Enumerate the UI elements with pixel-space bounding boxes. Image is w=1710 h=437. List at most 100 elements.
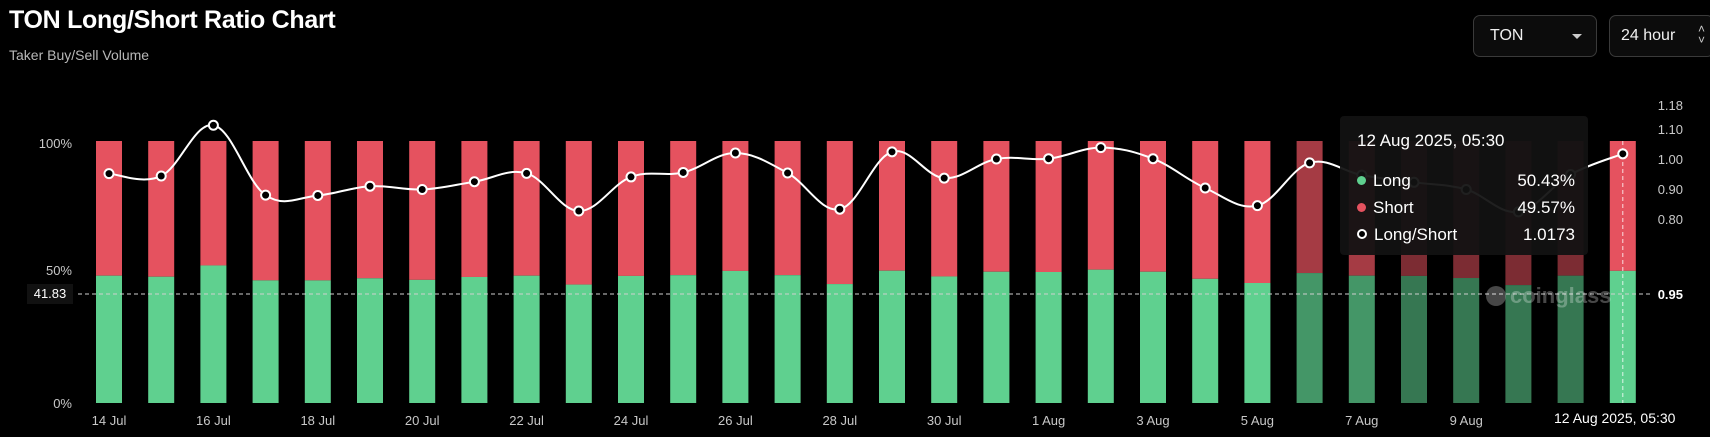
long-bar xyxy=(357,278,383,403)
ratio-point xyxy=(1147,153,1159,165)
ratio-point xyxy=(468,176,480,188)
long-bar xyxy=(252,280,279,403)
x-tick-label: 9 Aug xyxy=(1450,413,1483,428)
long-bar xyxy=(774,275,801,403)
long-bar xyxy=(1035,272,1062,403)
y-right-tick-label: 1.10 xyxy=(1658,122,1683,137)
page-title: TON Long/Short Ratio Chart xyxy=(9,6,336,34)
long-bar xyxy=(1557,275,1584,403)
coinglass-logo-icon xyxy=(1486,286,1506,306)
tooltip-time: 12 Aug 2025, 05:30 xyxy=(1357,131,1505,150)
ratio-point xyxy=(990,153,1002,165)
short-bar xyxy=(1192,141,1219,279)
short-bar xyxy=(148,141,175,277)
ratio-point xyxy=(1617,148,1629,160)
ratio-point xyxy=(834,203,846,215)
ratio-point xyxy=(155,170,167,182)
long-bar xyxy=(148,276,175,403)
short-bar xyxy=(461,141,488,277)
long-bar xyxy=(409,279,436,403)
short-bar xyxy=(670,141,697,276)
coin-select[interactable]: TON xyxy=(1473,15,1597,57)
tooltip-row-long: Long 50.43% xyxy=(1357,171,1575,191)
x-tick-label: 7 Aug xyxy=(1345,413,1378,428)
ratio-point xyxy=(312,189,324,201)
x-tick-label: 1 Aug xyxy=(1032,413,1065,428)
ratio-point xyxy=(1304,157,1316,169)
sort-updown-icon: ˄ ˅ xyxy=(1697,22,1705,47)
page-subtitle: Taker Buy/Sell Volume xyxy=(9,47,150,63)
short-bar xyxy=(618,141,644,276)
long-bar xyxy=(1192,278,1219,403)
long-bar xyxy=(461,276,488,403)
short-bar xyxy=(252,141,279,281)
short-bar xyxy=(96,141,122,276)
short-bar xyxy=(879,141,905,271)
ratio-point xyxy=(416,183,428,195)
ratio-point xyxy=(729,147,741,159)
coin-select-value: TON xyxy=(1490,27,1524,44)
range-select[interactable]: 24 hour ˄ ˅ xyxy=(1609,15,1710,57)
long-bar xyxy=(826,284,853,403)
long-bar xyxy=(1244,283,1271,403)
long-bar xyxy=(618,275,644,403)
range-select-value: 24 hour xyxy=(1621,27,1676,44)
crosshair-x-label: 12 Aug 2025, 05:30 xyxy=(1548,406,1682,430)
y-right-tick-label: 1.18 xyxy=(1658,98,1683,113)
short-bar xyxy=(513,141,540,276)
crosshair-y-left-label: 41.83 xyxy=(27,284,73,304)
y-left-tick-label: 100% xyxy=(39,136,73,151)
crosshair-y-right-label: 0.95 xyxy=(1658,287,1683,302)
long-bar xyxy=(1401,275,1427,403)
ratio-point xyxy=(886,146,898,158)
ratio-point xyxy=(260,189,272,201)
short-bar xyxy=(931,141,958,277)
x-tick-label: 26 Jul xyxy=(718,413,753,428)
short-bar xyxy=(357,141,383,279)
long-bar xyxy=(670,275,697,403)
short-bar xyxy=(722,141,749,271)
long-bar xyxy=(565,284,592,403)
tooltip: 12 Aug 2025, 05:30 Long 50.43% Short 49.… xyxy=(1340,116,1588,255)
long-bar xyxy=(1505,285,1532,403)
long-bar xyxy=(983,271,1010,403)
long-bar xyxy=(1296,273,1323,403)
ratio-point xyxy=(782,167,794,179)
long-bar xyxy=(96,275,122,403)
short-bar xyxy=(1087,141,1114,270)
long-bar xyxy=(879,270,905,403)
ratio-point xyxy=(1199,182,1211,194)
ratio-point xyxy=(364,180,376,192)
x-tick-label: 20 Jul xyxy=(405,413,440,428)
y-right-tick-label: 1.00 xyxy=(1658,152,1683,167)
ratio-point xyxy=(938,172,950,184)
y-left-tick-label: 50% xyxy=(46,263,72,278)
ratio-point xyxy=(625,171,637,183)
short-bar xyxy=(409,141,436,280)
ratio-point xyxy=(1095,142,1107,154)
ratio-point xyxy=(103,168,115,180)
short-bar xyxy=(1244,141,1271,284)
ratio-point xyxy=(1043,153,1055,165)
ratio-point xyxy=(1251,200,1263,212)
x-tick-label: 5 Aug xyxy=(1241,413,1274,428)
tooltip-row-ratio: Long/Short 1.0173 xyxy=(1357,225,1575,245)
watermark: coinglass xyxy=(1486,283,1611,309)
x-tick-label: 30 Jul xyxy=(927,413,962,428)
long-bar xyxy=(1348,275,1375,403)
ratio-dot-icon xyxy=(1357,229,1367,239)
x-tick-label: 28 Jul xyxy=(822,413,857,428)
long-bar xyxy=(722,270,749,403)
x-tick-label: 16 Jul xyxy=(196,413,231,428)
long-bar xyxy=(304,280,331,403)
x-tick-label: 24 Jul xyxy=(614,413,649,428)
y-right-tick-label: 0.90 xyxy=(1658,182,1683,197)
ratio-point xyxy=(677,166,689,178)
y-right-tick-label: 0.80 xyxy=(1658,212,1683,227)
y-left-tick-label: 0% xyxy=(53,396,72,411)
long-bar xyxy=(200,265,227,403)
ratio-point xyxy=(573,205,585,217)
x-tick-label: 14 Jul xyxy=(92,413,127,428)
short-bar xyxy=(774,141,801,276)
